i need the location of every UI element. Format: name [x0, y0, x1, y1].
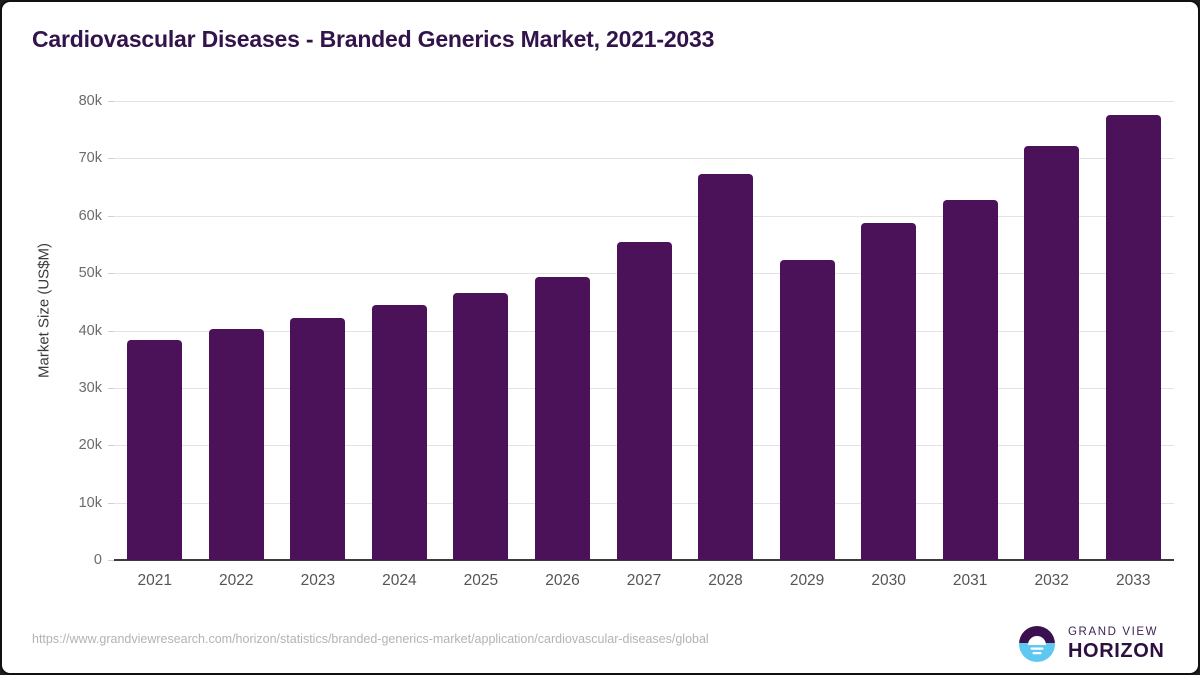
- y-axis-tick-label: 10k: [78, 494, 102, 511]
- bar[interactable]: [1024, 146, 1080, 560]
- y-axis-tick-mark: [108, 502, 114, 504]
- bar[interactable]: [534, 277, 590, 560]
- logo-wordmark: GRAND VIEW HORIZON: [1068, 625, 1165, 663]
- y-axis-tick-mark: [108, 101, 114, 102]
- bar[interactable]: [127, 340, 183, 560]
- x-axis-tick-label: 2027: [626, 572, 662, 589]
- grand-view-horizon-logo-icon: [1019, 626, 1055, 662]
- x-axis-tick-label: 2029: [789, 572, 825, 589]
- y-axis-tick-label: 50k: [78, 265, 102, 282]
- bar[interactable]: [208, 328, 264, 560]
- y-axis-tick-label: 0: [93, 552, 102, 568]
- y-axis-tick-mark: [108, 158, 114, 160]
- y-axis-tick-label: 60k: [78, 207, 102, 224]
- x-axis-tick-label: 2030: [871, 572, 906, 589]
- plot-area: [114, 101, 1174, 561]
- y-axis-tick-mark: [108, 273, 114, 275]
- x-axis-tick-label: 2031: [952, 572, 988, 589]
- bar[interactable]: [616, 242, 672, 560]
- source-url[interactable]: https://www.grandviewresearch.com/horizo…: [32, 632, 709, 646]
- bar[interactable]: [779, 259, 835, 560]
- x-axis-tick-label: 2028: [708, 572, 743, 589]
- bar[interactable]: [1105, 114, 1161, 560]
- y-axis-tick-mark: [108, 387, 114, 389]
- y-axis-tick-label: 80k: [78, 93, 102, 109]
- x-axis-tick-label: 2024: [382, 572, 417, 589]
- gridline: [114, 215, 1174, 217]
- x-axis-tick-label: 2021: [137, 572, 173, 589]
- y-axis-tick-mark: [108, 560, 114, 561]
- x-axis-tick-label: 2033: [1115, 572, 1151, 589]
- bar[interactable]: [371, 304, 427, 560]
- logo-bottom-text: HORIZON: [1068, 640, 1165, 663]
- y-axis-tick-label: 40k: [78, 322, 102, 339]
- y-axis-tick-mark: [108, 445, 114, 447]
- bar[interactable]: [453, 292, 509, 560]
- x-axis-tick-label: 2032: [1034, 572, 1069, 589]
- gridline: [114, 158, 1174, 160]
- page-title: Cardiovascular Diseases - Branded Generi…: [32, 26, 715, 52]
- logo-top-text: GRAND VIEW: [1068, 625, 1159, 638]
- x-axis-tick-label: 2026: [545, 572, 580, 589]
- x-axis-tick-label: 2022: [219, 572, 254, 589]
- y-axis-tick-label: 30k: [78, 379, 102, 396]
- x-axis-tick-label: 2025: [463, 572, 499, 589]
- bar[interactable]: [698, 174, 754, 560]
- brand-logo: GRAND VIEW HORIZON: [1015, 622, 1164, 666]
- y-axis-tick-mark: [108, 215, 114, 217]
- bar-series: [114, 101, 1174, 560]
- bar[interactable]: [861, 222, 917, 560]
- y-axis-tick-label: 20k: [78, 437, 102, 454]
- y-axis-tick-mark: [108, 330, 114, 332]
- y-axis-tick-label: 70k: [78, 150, 102, 167]
- x-axis-tick-label: 2023: [300, 572, 336, 589]
- x-axis-line: [114, 559, 1174, 561]
- gridline: [114, 101, 1174, 102]
- bar[interactable]: [942, 199, 998, 560]
- bar[interactable]: [290, 317, 346, 560]
